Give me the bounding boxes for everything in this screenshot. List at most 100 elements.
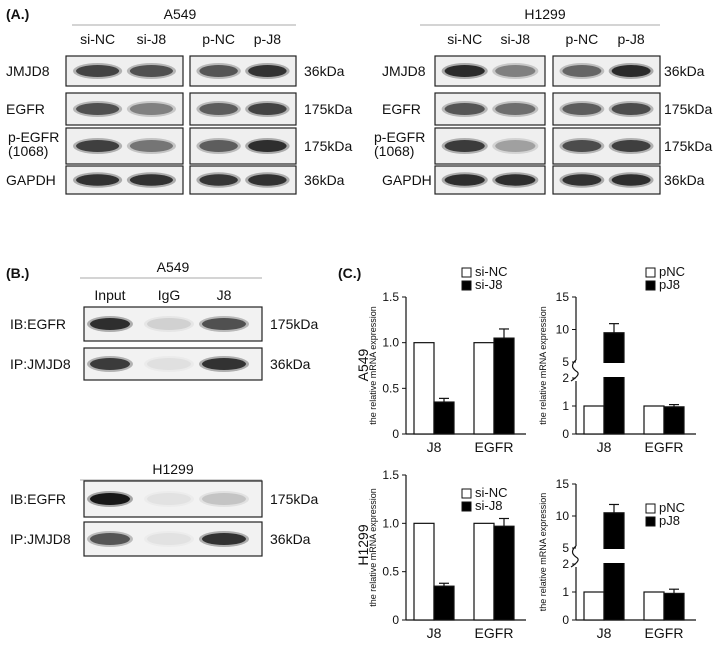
blot-group-a549: A549 si-NC si-J8 p-NC p-J8 JMJD8 36kDa EGFR 175k… (6, 6, 352, 195)
row-label: IB:EGFR (10, 316, 66, 332)
band (76, 140, 120, 152)
row-label: JMJD8 (6, 63, 50, 79)
y-tick-label: 0 (562, 613, 569, 627)
lane-label: p-NC (202, 31, 235, 47)
band (495, 140, 536, 152)
panel-a-label: (A.) (6, 6, 29, 22)
band (147, 493, 191, 505)
band (611, 140, 651, 152)
band (562, 140, 602, 152)
y-tick-label: 5 (562, 541, 569, 555)
row-label: p-EGFR (1068) (374, 129, 425, 159)
x-tick-label: EGFR (475, 625, 514, 641)
legend-swatch (645, 267, 656, 278)
band (129, 65, 173, 77)
row-label: IB:EGFR (10, 491, 66, 507)
mw-label: 175kDa (664, 138, 712, 154)
mw-label: 36kDa (304, 172, 345, 188)
panel-c-bar-charts: A549 the relative mRNA expression 0 0.5 1.0 1… (355, 264, 696, 641)
y-tick-label: 2 (562, 557, 569, 571)
bar-chart-4: the relative mRNA expression 0 1 2 5 10 15 J8 EG… (538, 477, 696, 641)
band (202, 358, 246, 370)
axis-break-gap (603, 549, 625, 563)
mw-label: 175kDa (304, 138, 352, 154)
band (202, 318, 246, 330)
row-label: H1299 (355, 524, 371, 565)
bar-si-nc-egfr (473, 342, 495, 435)
y-tick-label: 2 (562, 371, 569, 385)
legend-swatch (461, 488, 472, 499)
band (562, 65, 602, 77)
band (495, 103, 536, 115)
lane-label: si-NC (447, 31, 482, 47)
y-tick-label: 1.0 (382, 336, 399, 350)
cell-line-label: H1299 (152, 461, 193, 477)
band (495, 65, 536, 77)
legend-label: pNC (659, 264, 685, 279)
cell-line-label: H1299 (524, 6, 565, 22)
y-tick-label: 1.5 (382, 468, 399, 482)
legend-label: pJ8 (659, 513, 680, 528)
axis-break-mark (570, 359, 579, 382)
bar-pj8-j8 (603, 332, 625, 435)
band (129, 140, 173, 152)
band (90, 358, 130, 370)
x-tick-label: J8 (597, 625, 612, 641)
lane-label: IgG (158, 287, 181, 303)
band (611, 103, 651, 115)
band (199, 103, 238, 115)
bar-si-nc-j8 (413, 522, 435, 621)
x-tick-label: J8 (597, 439, 612, 455)
band (444, 140, 485, 152)
lane-label: Input (94, 287, 125, 303)
band (199, 65, 238, 77)
mw-label: 36kDa (304, 63, 345, 79)
bar-si-j8-egfr (493, 337, 515, 435)
bar-pnc-j8 (583, 405, 605, 435)
cell-line-label: A549 (157, 259, 190, 275)
band (147, 533, 191, 545)
panel-c-label: (C.) (338, 265, 361, 281)
axis-break-mark (570, 545, 579, 568)
cell-line-label: A549 (164, 6, 197, 22)
y-axis-label: the relative mRNA expression (538, 306, 548, 425)
x-tick-label: EGFR (645, 439, 684, 455)
mw-label: 175kDa (304, 101, 352, 117)
band (248, 174, 287, 186)
bar-chart-2: the relative mRNA expression 0 1 2 5 10 15 J8 EG… (538, 264, 696, 455)
coip-h1299: H1299InputIgGJ8IB:EGFR175kDaIP:JMJD836kD… (10, 461, 318, 557)
legend-label: si-J8 (475, 498, 502, 513)
y-tick-label: 0 (562, 427, 569, 441)
band (199, 174, 238, 186)
band (147, 358, 191, 370)
lane-label: p-J8 (617, 31, 644, 47)
band (562, 103, 602, 115)
row-label: EGFR (6, 101, 45, 117)
band (90, 318, 130, 330)
row-label: EGFR (382, 101, 421, 117)
legend-swatch (645, 516, 656, 527)
band (444, 65, 485, 77)
y-tick-label: 1.5 (382, 290, 399, 304)
panel-a-western-blots: A549 si-NC si-J8 p-NC p-J8 JMJD8 36kDa EGFR 175k… (6, 6, 712, 195)
panel-b-label: (B.) (6, 265, 29, 281)
coip-a549: A549 Input IgG J8 IB:EGFR 175kDa IP:JMJD8 36kDa (10, 259, 318, 381)
band (76, 174, 120, 186)
row-label: A549 (355, 348, 371, 381)
bar-si-j8-j8 (433, 585, 455, 621)
band (199, 140, 238, 152)
y-tick-label: 0.5 (382, 565, 399, 579)
y-tick-label: 0 (392, 427, 399, 441)
bar-si-j8-j8 (433, 401, 455, 435)
band (76, 103, 120, 115)
band (611, 65, 651, 77)
mw-label: 36kDa (664, 63, 705, 79)
y-axis-label: the relative mRNA expression (368, 488, 378, 607)
y-tick-label: 10 (556, 323, 570, 337)
bar-pj8-j8 (603, 512, 625, 621)
lane-label: si-J8 (501, 31, 531, 47)
legend-label: pJ8 (659, 277, 680, 292)
band (129, 174, 173, 186)
